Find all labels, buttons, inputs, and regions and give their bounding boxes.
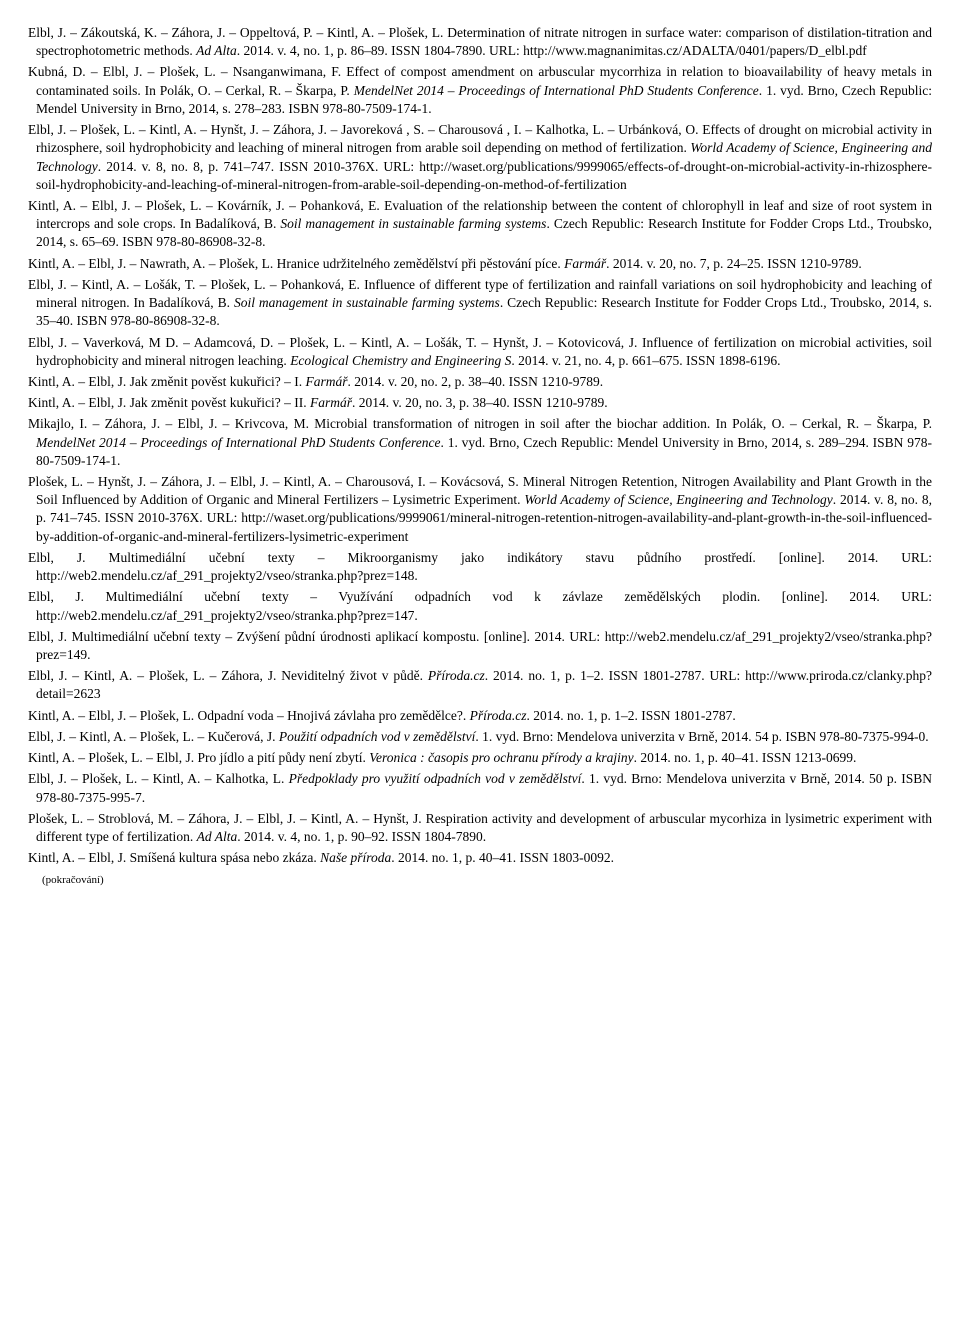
reference-entry: Kintl, A. – Plošek, L. – Elbl, J. Pro jí… [28, 749, 932, 767]
reference-entry: Elbl, J. – Kintl, A. – Plošek, L. – Kuče… [28, 728, 932, 746]
reference-entry: Elbl, J. – Vaverková, M D. – Adamcová, D… [28, 334, 932, 370]
reference-entry: Elbl, J. Multimediální učební texty – Zv… [28, 628, 932, 664]
italic-title: Farmář [564, 256, 606, 271]
reference-entry: Kintl, A. – Elbl, J. – Plošek, L. Odpadn… [28, 707, 932, 725]
reference-entry: Elbl, J. – Plošek, L. – Kintl, A. – Hynš… [28, 121, 932, 194]
reference-entry: Elbl, J. Multimediální učební texty – Vy… [28, 588, 932, 624]
reference-entry: Kintl, A. – Elbl, J. Smíšená kultura spá… [28, 849, 932, 867]
reference-entry: Elbl, J. – Kintl, A. – Plošek, L. – Záho… [28, 667, 932, 703]
continuation-label: (pokračování) [28, 873, 932, 888]
italic-title: Ad Alta [197, 829, 238, 844]
italic-title: Veronica : časopis pro ochranu přírody a… [369, 750, 633, 765]
italic-title: Ecological Chemistry and Engineering S [290, 353, 511, 368]
reference-entry: Kintl, A. – Elbl, J. Jak změnit pověst k… [28, 373, 932, 391]
reference-entry: Mikajlo, I. – Záhora, J. – Elbl, J. – Kr… [28, 415, 932, 470]
reference-entry: Plošek, L. – Stroblová, M. – Záhora, J. … [28, 810, 932, 846]
italic-title: Příroda.cz [428, 668, 485, 683]
reference-entry: Kubná, D. – Elbl, J. – Plošek, L. – Nsan… [28, 63, 932, 118]
italic-title: MendelNet 2014 – Proceedings of Internat… [354, 83, 759, 98]
italic-title: Příroda.cz [470, 708, 527, 723]
reference-entry: Elbl, J. – Zákoutská, K. – Záhora, J. – … [28, 24, 932, 60]
italic-title: MendelNet 2014 – Proceedings of Internat… [36, 435, 441, 450]
italic-title: Předpoklady pro využití odpadních vod v … [289, 771, 582, 786]
italic-title: Naše příroda [320, 850, 391, 865]
italic-title: Soil management in sustainable farming s… [234, 295, 500, 310]
reference-entry: Elbl, J. – Plošek, L. – Kintl, A. – Kalh… [28, 770, 932, 806]
italic-title: Ad Alta [196, 43, 237, 58]
reference-entry: Kintl, A. – Elbl, J. – Nawrath, A. – Plo… [28, 255, 932, 273]
reference-entry: Elbl, J. Multimediální učební texty – Mi… [28, 549, 932, 585]
italic-title: World Academy of Science, Engineering an… [524, 492, 832, 507]
references-list: Elbl, J. – Zákoutská, K. – Záhora, J. – … [28, 24, 932, 867]
italic-title: Soil management in sustainable farming s… [280, 216, 546, 231]
italic-title: Použití odpadních vod v zemědělství [279, 729, 475, 744]
reference-entry: Elbl, J. – Kintl, A. – Lošák, T. – Ploše… [28, 276, 932, 331]
reference-entry: Plošek, L. – Hynšt, J. – Záhora, J. – El… [28, 473, 932, 546]
italic-title: Farmář [310, 395, 352, 410]
reference-entry: Kintl, A. – Elbl, J. – Plošek, L. – Ková… [28, 197, 932, 252]
italic-title: World Academy of Science, Engineering an… [36, 140, 932, 173]
italic-title: Farmář [305, 374, 347, 389]
reference-entry: Kintl, A. – Elbl, J. Jak změnit pověst k… [28, 394, 932, 412]
